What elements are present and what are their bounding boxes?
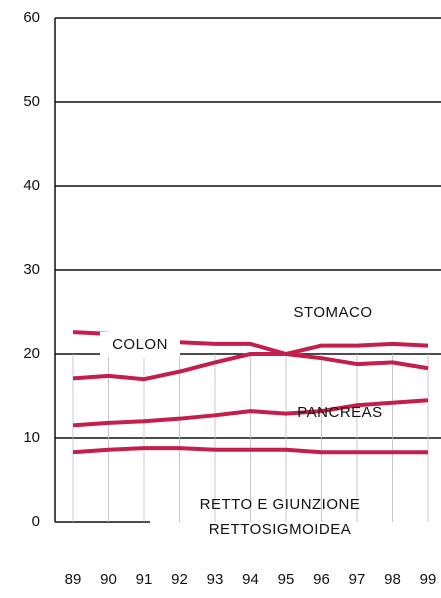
x-tick-label: 99 — [420, 571, 437, 588]
x-tick-label: 89 — [65, 571, 82, 588]
series-label: PANCREAS — [297, 404, 383, 421]
x-tick-label: 93 — [207, 571, 224, 588]
x-tick-label: 94 — [242, 571, 259, 588]
series-label: STOMACO — [293, 304, 373, 321]
y-tick-label: 60 — [23, 9, 40, 26]
x-tick-label: 97 — [349, 571, 366, 588]
y-tick-label: 0 — [32, 513, 40, 530]
series-line — [72, 341, 429, 382]
x-tick-label: 92 — [171, 571, 188, 588]
y-tick-label: 50 — [23, 93, 40, 110]
y-tick-label: 10 — [23, 429, 40, 446]
x-tick-label: 91 — [136, 571, 153, 588]
series-line — [72, 398, 429, 428]
x-tick-label: 98 — [384, 571, 401, 588]
series-label: RETTO E GIUNZIONE RETTOSIGMOIDEA — [199, 496, 361, 538]
x-tick-label: 95 — [278, 571, 295, 588]
series-line — [72, 446, 428, 455]
x-tick-label: 96 — [313, 571, 330, 588]
series-label: COLON — [100, 332, 180, 357]
x-tick-label: 90 — [100, 571, 117, 588]
y-tick-label: 30 — [23, 261, 40, 278]
y-tick-label: 40 — [23, 177, 40, 194]
y-tick-label: 20 — [23, 345, 40, 362]
